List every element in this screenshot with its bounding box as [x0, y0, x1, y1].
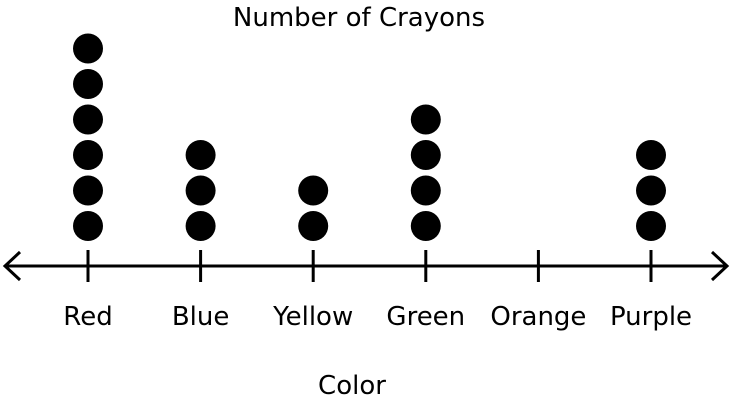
tick-label-green: Green	[386, 302, 465, 332]
number-line-axis	[2, 250, 730, 282]
dot-yellow	[298, 211, 329, 241]
chart-title: Number of Crayons	[233, 3, 485, 33]
ticks-layer	[86, 250, 653, 282]
dot-red	[73, 140, 103, 170]
left-arrow-icon	[2, 250, 22, 282]
dot-green	[410, 211, 441, 241]
dot-red	[73, 175, 103, 206]
dot-blue	[185, 175, 216, 206]
tick-label-red: Red	[63, 302, 112, 332]
dot-red	[73, 104, 103, 135]
dot-green	[410, 140, 441, 170]
dot-red	[73, 211, 103, 241]
tick-label-purple: Purple	[610, 302, 692, 332]
tick-label-blue: Blue	[172, 302, 230, 332]
dot-blue	[185, 140, 216, 170]
right-arrow-icon	[710, 250, 730, 282]
x-axis-label: Color	[318, 371, 386, 401]
dot-purple	[636, 175, 666, 206]
dot-red	[73, 69, 103, 99]
dot-blue	[185, 211, 216, 241]
dot-purple	[636, 211, 666, 241]
dot-green	[410, 104, 441, 135]
dot-purple	[636, 140, 666, 170]
dot-green	[410, 175, 441, 206]
tick-labels-layer: Red Blue Yellow Green Orange Purple	[63, 302, 692, 332]
tick-label-yellow: Yellow	[272, 302, 353, 332]
dot-red	[73, 33, 103, 64]
dot-yellow	[298, 175, 329, 206]
tick-label-orange: Orange	[490, 302, 586, 332]
dots-layer	[73, 33, 666, 241]
